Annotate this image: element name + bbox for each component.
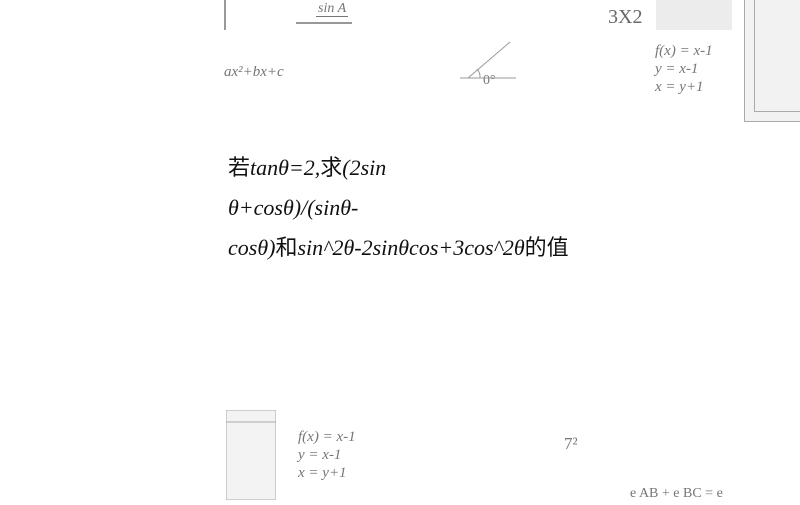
bg-eq-tr-row1: y = x-1: [655, 60, 713, 78]
line3-cn-end: 的值: [525, 235, 569, 260]
line3-cn: 和: [275, 235, 297, 260]
bg-hline-top: [296, 22, 352, 24]
problem-text: 若tanθ=2,求(2sin θ+cosθ)/(sinθ- cosθ)和sin^…: [228, 148, 572, 268]
bg-eq-bl-row1: y = x-1: [298, 446, 356, 464]
line1-math-b: (2sin: [342, 155, 386, 180]
problem-line-3: cosθ)和sin^2θ-2sinθcos+3cos^2θ的值: [228, 228, 572, 268]
bg-eq-bl-row2: x = y+1: [298, 464, 356, 482]
line1-math-a: tanθ=2,: [250, 155, 320, 180]
bg-3x2: 3X2: [608, 6, 642, 29]
line3-math-a: cosθ): [228, 235, 275, 260]
bg-eq-bl-row0: f(x) = x-1: [298, 428, 356, 446]
bg-sin-a: sin A: [316, 2, 348, 31]
bg-sin-a-num: sin A: [316, 2, 348, 17]
line1-prefix: 若: [228, 155, 250, 180]
problem-line-2: θ+cosθ)/(sinθ-: [228, 188, 572, 228]
bg-corner-tl-v: [224, 0, 226, 30]
bg-eq-block-tr: f(x) = x-1 y = x-1 x = y+1: [655, 42, 713, 96]
line2-math: θ+cosθ)/(sinθ-: [228, 195, 358, 220]
line3-math-b: sin^2θ-2sinθcos+3cos^2θ: [297, 235, 524, 260]
line1-cn-b: 求: [320, 155, 342, 180]
bg-tr-greybox: [656, 0, 732, 30]
bg-ax2bxc: ax²+bx+c: [224, 64, 284, 81]
bg-notebook-bl: [226, 410, 276, 500]
bg-eq-block-bl: f(x) = x-1 y = x-1 x = y+1: [298, 428, 356, 482]
bg-eq-tr-row0: f(x) = x-1: [655, 42, 713, 60]
bg-angle-arc: [460, 38, 516, 94]
bg-seven-sq: 7²: [564, 434, 578, 454]
bg-tr-box-inner: [754, 0, 800, 112]
problem-line-1: 若tanθ=2,求(2sin: [228, 148, 572, 188]
bg-eq-tr-row2: x = y+1: [655, 78, 713, 96]
